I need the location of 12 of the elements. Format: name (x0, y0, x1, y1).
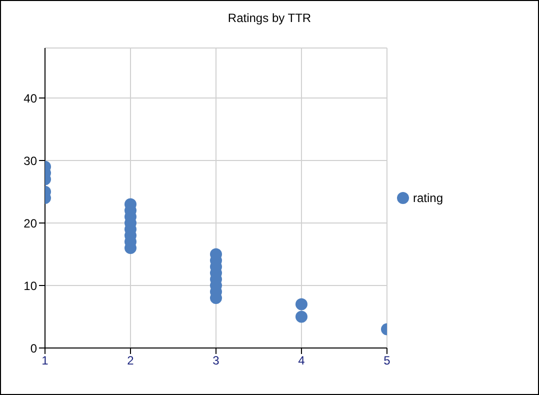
x-tick-label: 1 (42, 354, 49, 368)
x-tick-label: 2 (127, 354, 134, 368)
x-tick-label: 3 (212, 354, 220, 368)
x-tick-label: 4 (298, 354, 306, 368)
y-tick-label: 40 (24, 91, 38, 106)
y-tick-label: 0 (30, 341, 38, 356)
y-tick-label: 30 (24, 154, 38, 168)
legend-label: rating (412, 190, 443, 204)
y-tick-label: 10 (24, 278, 38, 293)
y-tick-label: 20 (24, 216, 38, 230)
x-tick-label: 5 (384, 354, 391, 368)
chart-title: Ratings by TTR (226, 11, 312, 25)
